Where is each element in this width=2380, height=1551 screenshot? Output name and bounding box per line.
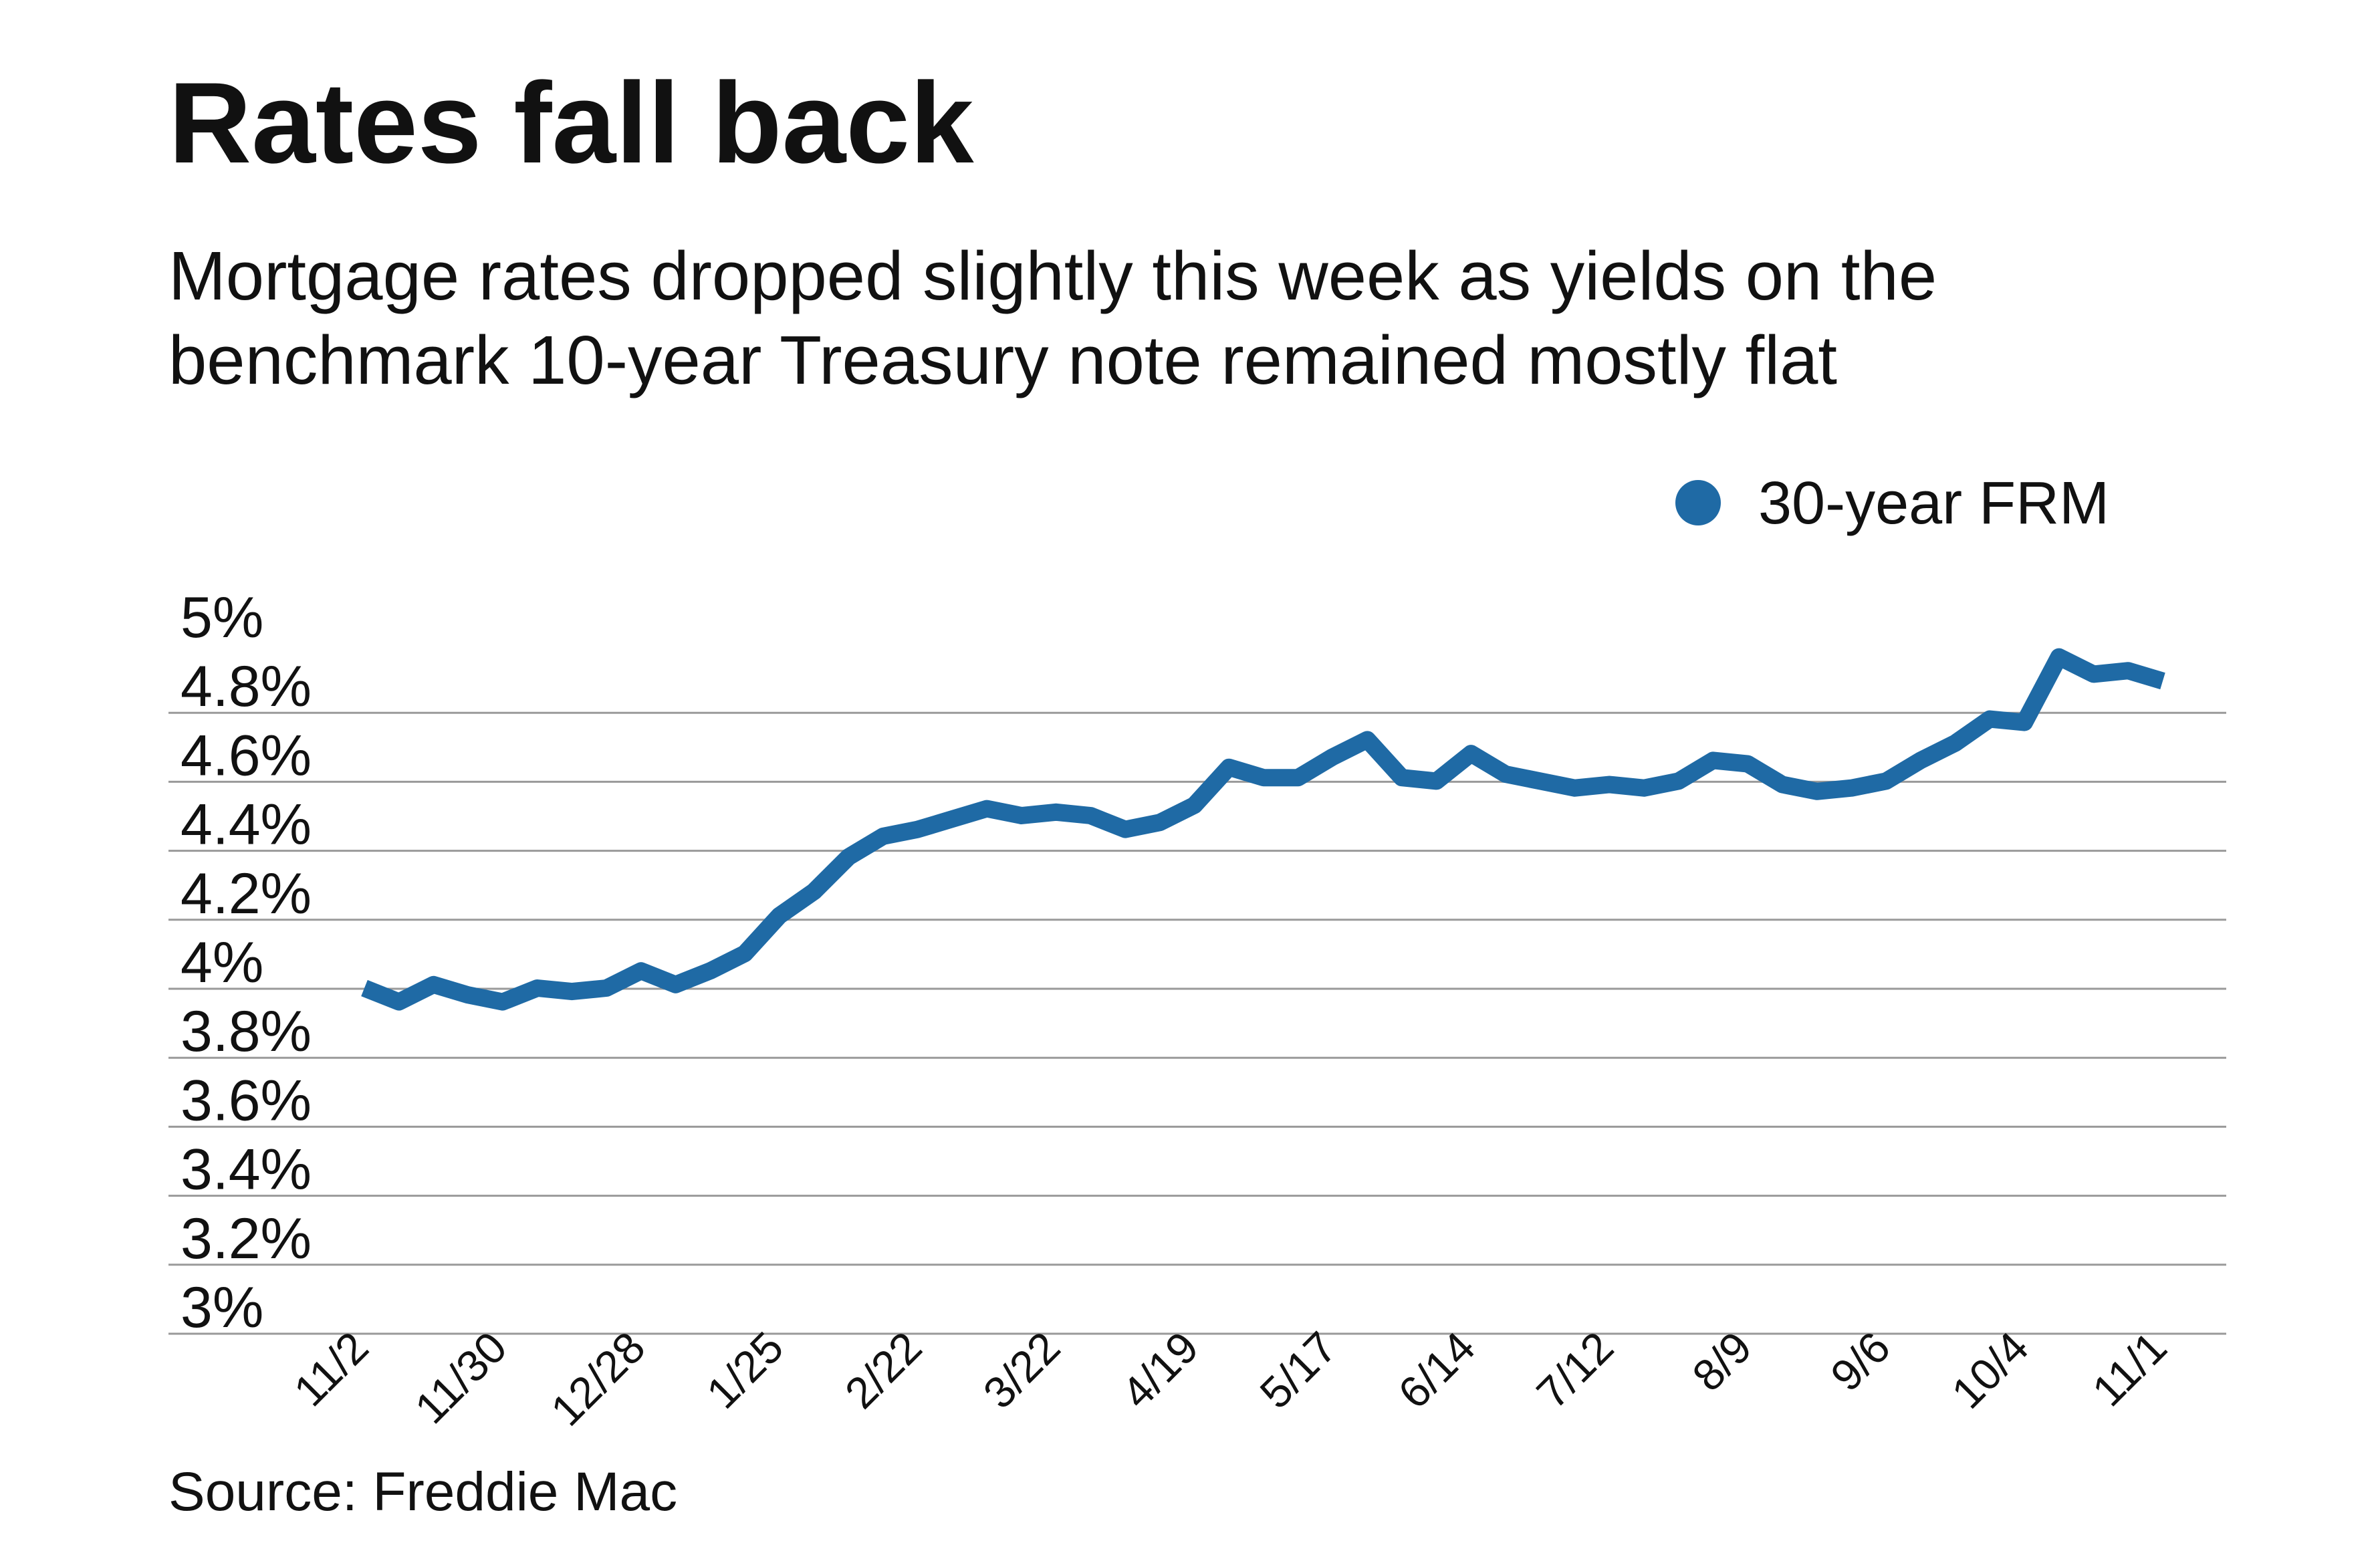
x-tick-label: 11/2 — [284, 1322, 378, 1416]
x-tick-label: 12/28 — [542, 1322, 654, 1435]
x-tick-label: 7/12 — [1527, 1322, 1623, 1418]
legend-marker — [1675, 480, 1721, 525]
line-chart: 3%3.2%3.4%3.6%3.8%4%4.2%4.4%4.6%4.8%5% 1… — [168, 470, 2226, 1435]
x-tick-label: 11/1 — [2082, 1322, 2176, 1416]
y-tick-label: 4.4% — [181, 793, 312, 857]
x-tick-label: 11/30 — [405, 1322, 516, 1433]
y-tick-label: 3.2% — [181, 1207, 312, 1271]
chart-subtitle: Mortgage rates dropped slightly this wee… — [168, 237, 1937, 398]
chart-title: Rates fall back — [168, 59, 974, 187]
legend-label: 30-year FRM — [1758, 470, 2109, 537]
x-tick-label: 2/22 — [835, 1322, 931, 1418]
y-tick-label: 3.8% — [181, 999, 312, 1064]
x-tick-label: 6/14 — [1389, 1322, 1484, 1418]
source-note: Source: Freddie Mac — [168, 1461, 678, 1522]
y-tick-label: 4% — [181, 931, 263, 995]
x-tick-label: 4/19 — [1112, 1322, 1207, 1418]
gridlines — [168, 711, 2226, 1335]
x-tick-label: 3/22 — [973, 1322, 1069, 1418]
legend: 30-year FRM — [1675, 470, 2109, 537]
series-line-30-year-frm — [361, 648, 2165, 1011]
y-tick-label: 5% — [181, 586, 263, 650]
y-tick-label: 4.8% — [181, 654, 312, 719]
x-tick-label: 1/25 — [697, 1322, 793, 1418]
y-tick-label: 3.6% — [181, 1068, 312, 1132]
y-tick-label: 3% — [181, 1276, 263, 1340]
y-tick-label: 4.6% — [181, 723, 312, 788]
y-axis-ticks: 3%3.2%3.4%3.6%3.8%4%4.2%4.4%4.6%4.8%5% — [181, 586, 312, 1340]
x-axis-ticks: 11/2 11/30 12/28 1/25 2/22 3/22 4/19 5/17 6/14 7/… — [284, 1322, 2176, 1435]
x-tick-label: 5/17 — [1250, 1322, 1346, 1418]
series-lines — [361, 648, 2165, 1011]
y-tick-label: 3.4% — [181, 1138, 312, 1202]
x-tick-label: 10/4 — [1942, 1322, 2038, 1418]
y-tick-label: 4.2% — [181, 862, 312, 926]
